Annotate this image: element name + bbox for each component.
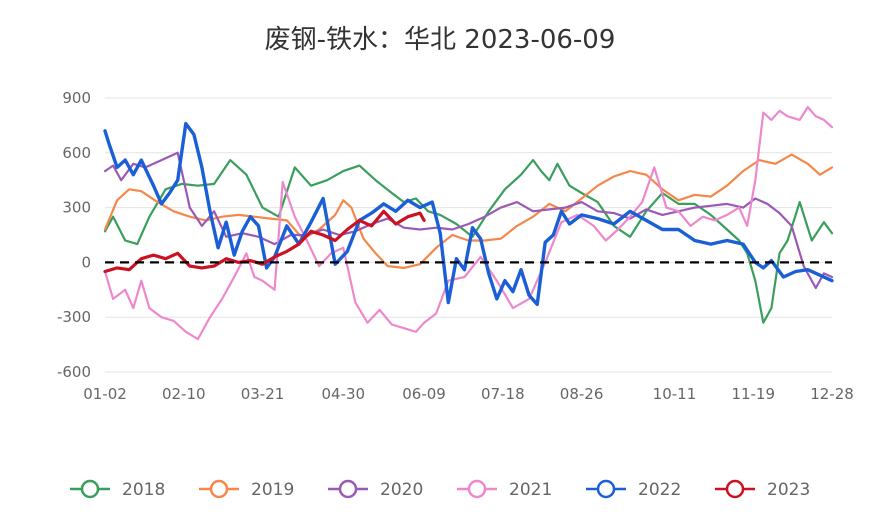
- y-tick-label: -300: [57, 308, 91, 326]
- series-line-2020: [103, 151, 834, 290]
- y-tick-label: 600: [62, 144, 91, 162]
- legend-label: 2020: [380, 480, 423, 500]
- x-tick-label: 06-09: [402, 385, 446, 403]
- legend-label: 2019: [251, 480, 294, 500]
- legend-swatch-marker: [80, 479, 100, 499]
- y-tick-label: -600: [57, 363, 91, 381]
- y-tick-label: 300: [62, 199, 91, 217]
- x-tick-label: 07-18: [481, 385, 525, 403]
- x-tick-label: 03-21: [241, 385, 285, 403]
- legend-label: 2021: [509, 480, 552, 500]
- legend-label: 2018: [122, 480, 165, 500]
- y-tick-label: 900: [62, 89, 91, 107]
- legend-swatch-marker: [725, 479, 745, 499]
- legend-swatch-marker: [596, 479, 616, 499]
- legend-swatch-marker: [209, 479, 229, 499]
- series-line-2023: [103, 209, 426, 274]
- y-axis-ticks: 900 600 300 0 -300 -600: [57, 89, 91, 381]
- legend-item-2020: 2020: [328, 479, 423, 500]
- legend-item-2019: 2019: [199, 479, 294, 500]
- y-tick-label: 0: [81, 253, 91, 271]
- legend: 2018 2019 2020 2021 2022 2023: [70, 479, 810, 500]
- legend-item-2023: 2023: [715, 479, 810, 500]
- x-tick-label: 08-26: [560, 385, 604, 403]
- legend-label: 2023: [767, 480, 810, 500]
- series-line-2019: [103, 153, 834, 269]
- series-lines: [103, 105, 834, 341]
- x-axis-ticks: 01-02 02-10 03-21 04-30 06-09 07-18 08-26 10-11…: [83, 385, 854, 403]
- x-tick-label: 12-28: [810, 385, 854, 403]
- legend-swatch-marker: [338, 479, 358, 499]
- series-line-2022: [103, 121, 834, 307]
- x-tick-label: 11-19: [731, 385, 775, 403]
- legend-swatch-marker: [467, 479, 487, 499]
- x-tick-label: 04-30: [321, 385, 365, 403]
- legend-item-2021: 2021: [457, 479, 552, 500]
- x-tick-label: 02-10: [162, 385, 206, 403]
- x-tick-label: 10-11: [653, 385, 697, 403]
- legend-label: 2022: [638, 480, 681, 500]
- legend-item-2018: 2018: [70, 479, 165, 500]
- series-line-2021: [103, 105, 834, 341]
- x-tick-label: 01-02: [83, 385, 127, 403]
- legend-item-2022: 2022: [586, 479, 681, 500]
- chart-title: 废钢-铁水：华北 2023-06-09: [265, 25, 616, 55]
